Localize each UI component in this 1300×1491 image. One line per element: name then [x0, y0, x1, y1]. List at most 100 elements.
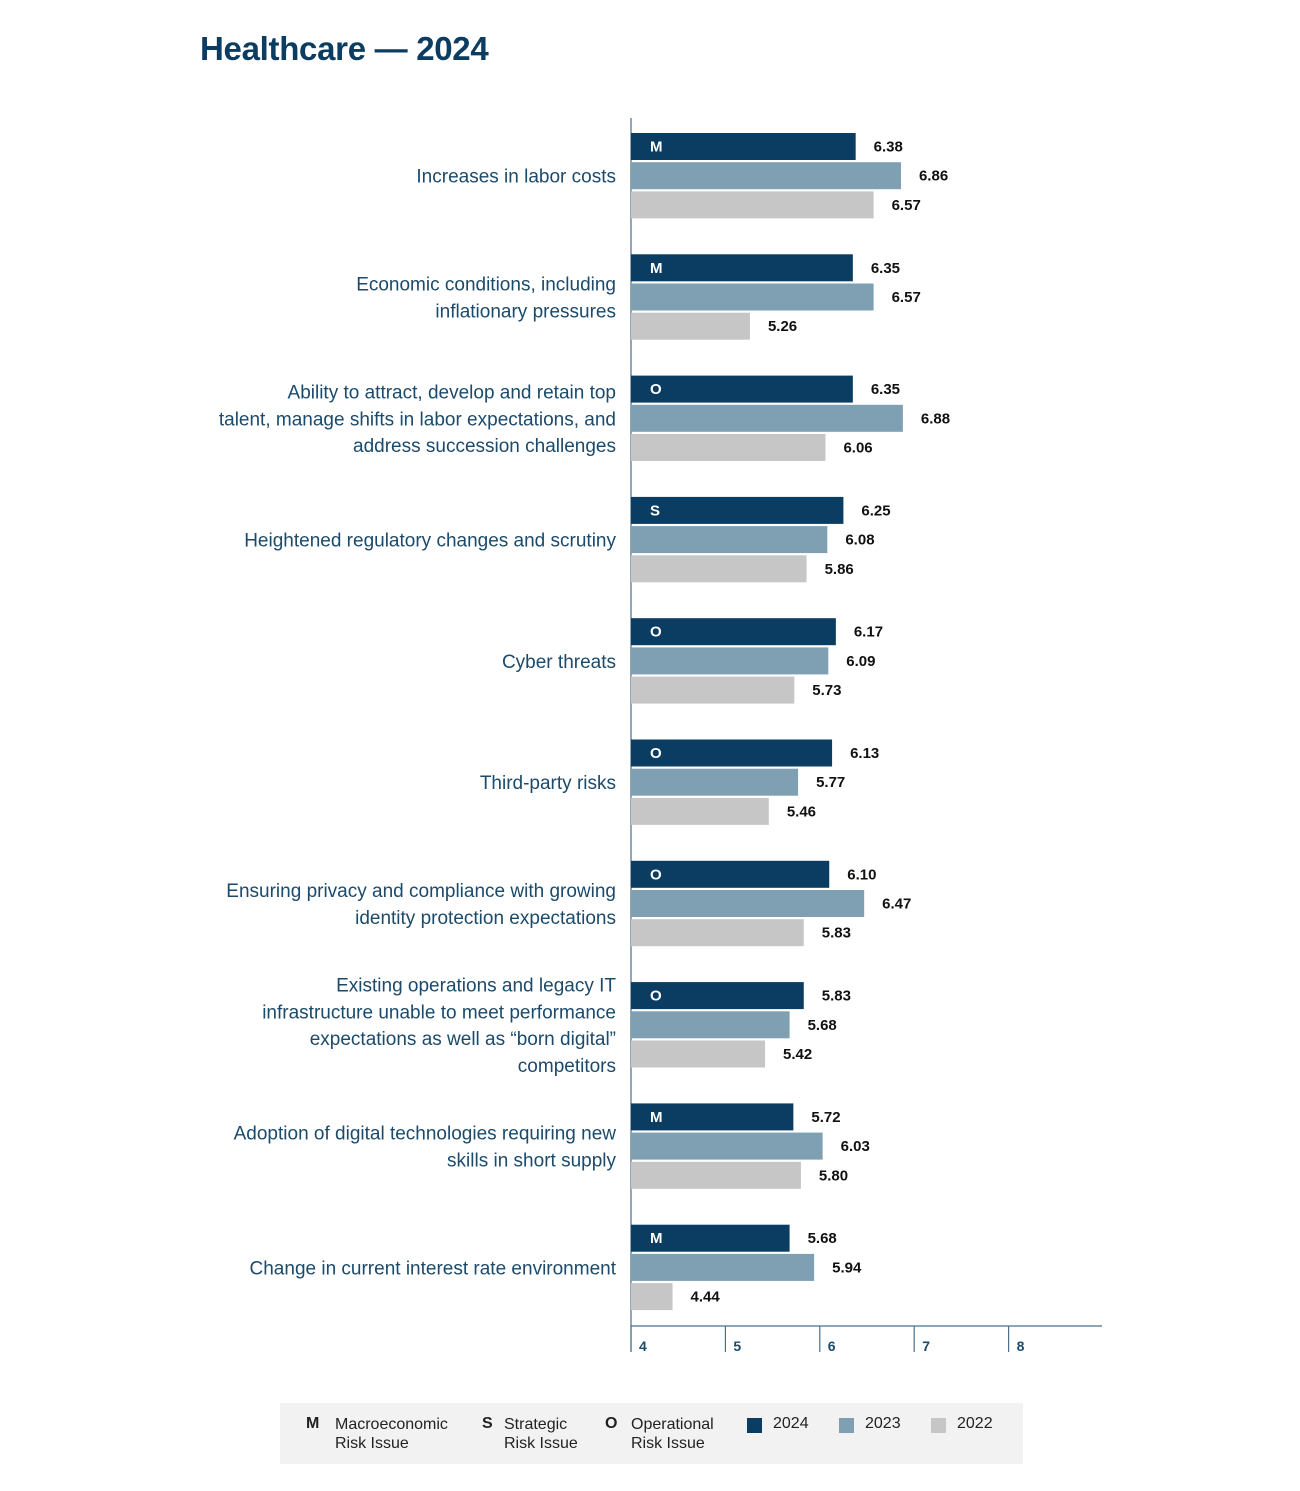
bar-2023: [631, 283, 874, 311]
bar-2023: [631, 1253, 815, 1281]
x-tick-label-5: 5: [733, 1338, 741, 1354]
value-label-2023: 6.47: [882, 896, 911, 913]
value-label-2023: 5.77: [816, 774, 845, 791]
bar-2022: [631, 1283, 673, 1311]
bar-2022: [631, 797, 769, 825]
category-label: Change in current interest rate environm…: [250, 1258, 617, 1279]
value-label-2022: 6.57: [892, 197, 921, 214]
legend-year-2024: 2024: [773, 1415, 809, 1432]
bar-2023: [631, 1132, 823, 1160]
legend-code-operational: O: [605, 1415, 618, 1432]
bar-2022: [631, 191, 874, 219]
legend-year-2022: 2022: [957, 1415, 993, 1432]
legend-label-line: Risk Issue: [631, 1435, 705, 1452]
legend-label-operational: Operational Risk Issue: [631, 1415, 714, 1453]
category-label: talent, manage shifts in labor expectati…: [219, 409, 616, 430]
value-label-2022: 5.46: [787, 803, 816, 820]
chart-title: Healthcare — 2024: [200, 30, 489, 67]
legend-label-line: Operational: [631, 1416, 714, 1433]
legend-code-strategic: S: [482, 1415, 493, 1432]
category-label: Existing operations and legacy IT: [336, 976, 616, 997]
legend-code-macroeconomic: M: [306, 1415, 320, 1432]
x-tick-label-6: 6: [828, 1338, 836, 1354]
risk-code-label: O: [650, 624, 662, 641]
category-label: competitors: [518, 1056, 616, 1077]
value-label-2023: 6.86: [919, 168, 948, 185]
category-label: skills in short supply: [447, 1151, 616, 1172]
risk-code-label: M: [650, 1230, 663, 1247]
legend-label-line: Risk Issue: [335, 1435, 409, 1452]
value-label-2023: 6.03: [841, 1138, 870, 1155]
category-label: Increases in labor costs: [416, 167, 616, 188]
x-tick-label-4: 4: [639, 1338, 647, 1354]
x-tick-label-7: 7: [922, 1338, 930, 1354]
value-label-2024: 6.25: [861, 502, 890, 519]
bar-2024: [631, 739, 833, 767]
risk-code-label: S: [650, 502, 660, 519]
category-label: Heightened regulatory changes and scruti…: [244, 531, 616, 552]
risk-code-label: M: [650, 260, 663, 277]
value-label-2022: 5.80: [819, 1167, 848, 1184]
bar-chart: 4 5 6 7 8 Increases in labor costs 6.38 M 6.86 6.…: [219, 118, 1102, 1354]
category-label: identity protection expectations: [355, 908, 616, 929]
risk-code-label: O: [650, 745, 662, 762]
value-label-2023: 6.09: [846, 653, 875, 670]
x-tick-label-8: 8: [1017, 1338, 1025, 1354]
value-label-2023: 5.94: [832, 1259, 862, 1276]
value-label-2023: 6.08: [845, 532, 874, 549]
bar-2023: [631, 890, 865, 917]
risk-code-label: O: [650, 866, 662, 883]
value-label-2022: 5.86: [825, 561, 854, 578]
category-label: address succession challenges: [353, 436, 616, 457]
bar-2023: [631, 768, 799, 796]
risk-code-label: M: [650, 139, 663, 156]
value-label-2024: 6.35: [871, 260, 900, 277]
bar-2023: [631, 404, 903, 432]
bar-2024: [631, 375, 853, 403]
bar-2024: [631, 1224, 790, 1252]
bar-2023: [631, 1011, 790, 1039]
bar-2022: [631, 676, 795, 704]
category-label: Economic conditions, including: [356, 275, 616, 296]
bar-2024: [631, 254, 853, 282]
category-label: Ensuring privacy and compliance with gro…: [226, 881, 616, 902]
bar-2022: [631, 555, 807, 583]
legend-label-line: Strategic: [504, 1416, 568, 1433]
legend-swatch-2023: [839, 1418, 854, 1433]
category-label: expectations as well as “born digital”: [310, 1029, 616, 1050]
bar-2024: [631, 860, 830, 888]
bar-2022: [631, 434, 826, 461]
bar-2023: [631, 526, 828, 554]
bar-2022: [631, 312, 750, 340]
legend: M Macroeconomic Risk Issue S Strategic R…: [280, 1403, 1023, 1464]
value-label-2022: 5.83: [822, 925, 851, 942]
bar-2023: [631, 647, 829, 675]
risk-code-label: O: [650, 988, 662, 1005]
bar-2024: [631, 496, 844, 524]
value-label-2023: 6.88: [921, 410, 950, 427]
value-label-2023: 5.68: [808, 1017, 837, 1034]
bar-2023: [631, 162, 901, 190]
bar-2022: [631, 1161, 801, 1189]
category-label: Ability to attract, develop and retain t…: [288, 383, 616, 404]
category-label: Adoption of digital technologies requiri…: [234, 1124, 617, 1145]
value-label-2022: 5.26: [768, 318, 797, 335]
bar-2022: [631, 1040, 766, 1068]
legend-swatch-2022: [931, 1418, 946, 1433]
bar-2024: [631, 982, 804, 1010]
legend-swatch-2024: [747, 1418, 762, 1433]
legend-label-line: Macroeconomic: [335, 1416, 448, 1433]
value-label-2022: 5.73: [812, 682, 841, 699]
value-label-2024: 6.17: [854, 624, 883, 641]
risk-code-label: M: [650, 1109, 663, 1126]
value-label-2024: 5.68: [808, 1230, 837, 1247]
value-label-2024: 5.72: [811, 1109, 840, 1126]
category-label: inflationary pressures: [435, 301, 616, 322]
legend-label-strategic: Strategic Risk Issue: [504, 1415, 578, 1453]
legend-label-line: Risk Issue: [504, 1435, 578, 1452]
bar-2024: [631, 618, 836, 646]
category-label: Third-party risks: [480, 773, 616, 794]
value-label-2024: 5.83: [822, 988, 851, 1005]
value-label-2022: 5.42: [783, 1046, 812, 1063]
value-label-2024: 6.10: [847, 866, 876, 883]
